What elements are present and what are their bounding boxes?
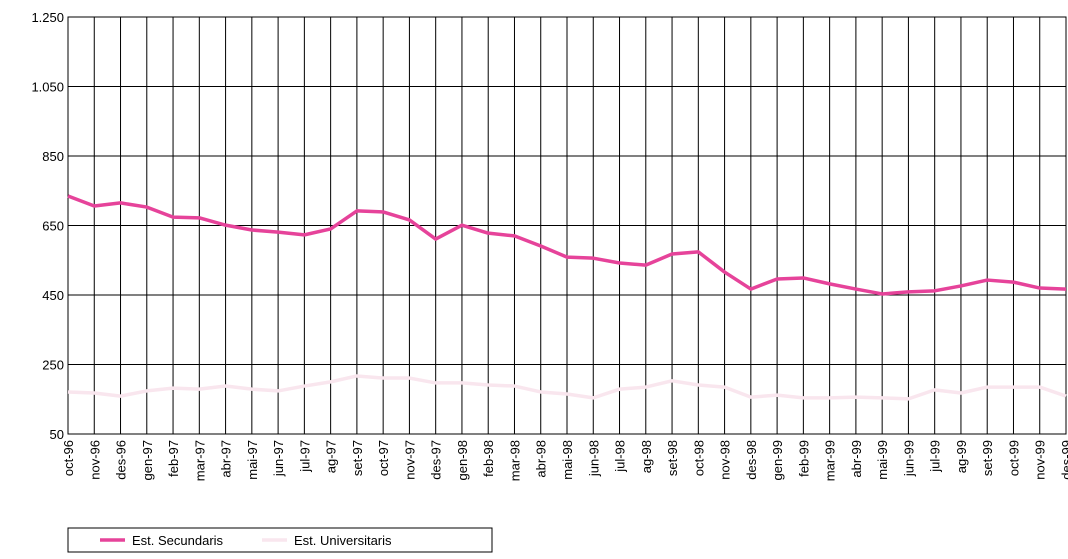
x-tick-label: gen-97	[140, 440, 155, 480]
x-tick-label: gen-99	[770, 440, 785, 480]
x-tick-label: des-98	[744, 440, 759, 480]
x-tick-label: ag-99	[954, 440, 969, 473]
x-tick-label: mar-99	[823, 440, 838, 481]
x-tick-label: mar-97	[192, 440, 207, 481]
x-tick-label: oct-98	[691, 440, 706, 476]
y-tick-label: 450	[42, 288, 64, 303]
legend-box	[67, 527, 493, 553]
x-tick-label: abr-97	[219, 440, 234, 478]
y-tick-label: 250	[42, 358, 64, 373]
x-tick-label: jun-99	[901, 440, 916, 477]
x-tick-label: oct-97	[376, 440, 391, 476]
x-tick-label: jun-97	[271, 440, 286, 477]
series-line	[67, 374, 1067, 401]
plot-border	[67, 16, 1067, 435]
y-tick-label: 1.050	[31, 80, 64, 95]
x-tick-label: set-98	[665, 440, 680, 476]
x-tick-label: abr-99	[849, 440, 864, 478]
x-tick-label: abr-98	[534, 440, 549, 478]
y-tick-label: 1.250	[31, 10, 64, 25]
legend-label: Est. Secundaris	[132, 533, 224, 548]
x-tick-label: set-99	[980, 440, 995, 476]
x-tick-label: des-96	[114, 440, 129, 480]
x-tick-label: nov-96	[87, 440, 102, 480]
x-tick-label: feb-98	[481, 440, 496, 477]
x-tick-label: gen-98	[455, 440, 470, 480]
x-tick-label: nov-99	[1033, 440, 1048, 480]
x-tick-label: jul-97	[297, 440, 312, 473]
x-tick-label: mai-98	[560, 440, 575, 480]
x-tick-label: mai-97	[245, 440, 260, 480]
x-tick-label: feb-99	[796, 440, 811, 477]
x-tick-label: ag-98	[639, 440, 654, 473]
y-tick-label: 50	[50, 427, 64, 442]
x-tick-label: nov-97	[402, 440, 417, 480]
x-tick-label: ag-97	[324, 440, 339, 473]
x-tick-label: mar-98	[507, 440, 522, 481]
legend-label: Est. Universitaris	[294, 533, 392, 548]
x-tick-label: des-99	[1059, 440, 1068, 480]
x-tick-label: oct-96	[61, 440, 76, 476]
x-tick-label: jun-98	[586, 440, 601, 477]
y-tick-label: 850	[42, 149, 64, 164]
x-tick-label: nov-98	[718, 440, 733, 480]
x-tick-label: oct-99	[1006, 440, 1021, 476]
x-tick-label: des-97	[429, 440, 444, 480]
series-line	[67, 194, 1067, 296]
x-tick-label: jul-99	[928, 440, 943, 473]
x-tick-label: jul-98	[613, 440, 628, 473]
x-tick-label: set-97	[350, 440, 365, 476]
x-tick-label: mai-99	[875, 440, 890, 480]
x-tick-label: feb-97	[166, 440, 181, 477]
y-tick-label: 650	[42, 219, 64, 234]
